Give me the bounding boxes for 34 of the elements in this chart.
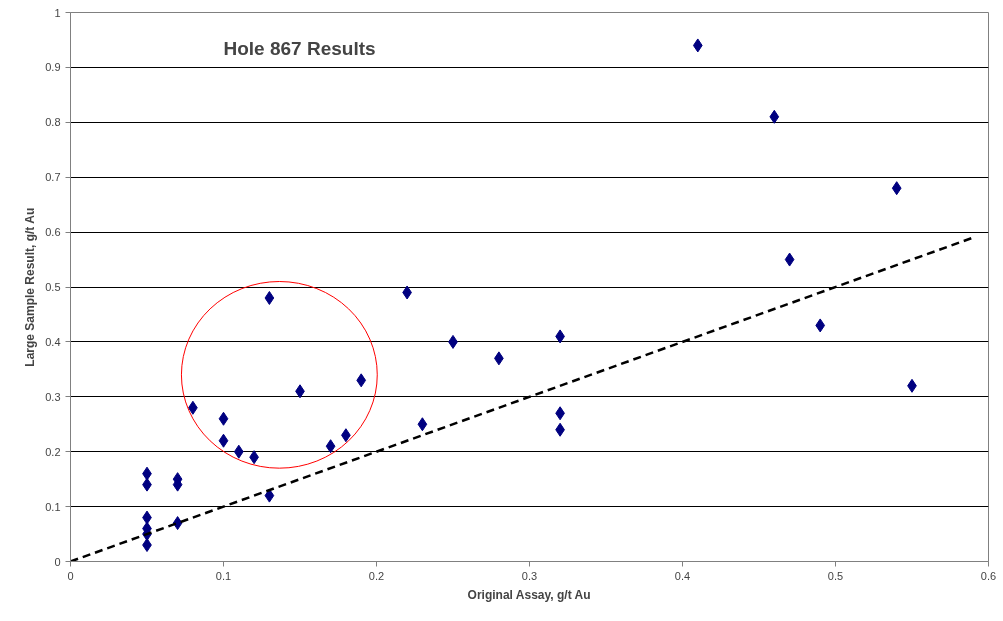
y-tick-label: 0.4: [45, 335, 61, 348]
point: [692, 38, 703, 53]
point: [769, 109, 780, 124]
y-tick-label: 0.5: [45, 281, 61, 293]
x-axis-title: Original Assay, g/t Au: [467, 587, 591, 602]
x-tick-label: 0.5: [827, 569, 844, 582]
y-tick-label: 0.1: [45, 500, 61, 513]
x-tick-label: 0.6: [980, 569, 997, 582]
x-tick-label: 0.3: [521, 569, 538, 582]
y-tick-label: 0.9: [45, 61, 61, 74]
point: [417, 417, 428, 432]
y-tick-label: 0.8: [45, 116, 61, 129]
point: [815, 318, 826, 333]
y-tick-label: 0.6: [45, 226, 61, 239]
y-axis-title: Large Sample Result, g/t Au: [23, 207, 38, 367]
y-tick-label: 0.2: [45, 445, 61, 458]
x-tick-label: 0.2: [368, 569, 385, 582]
point: [218, 433, 229, 448]
x-tick-label: 0.4: [674, 569, 691, 582]
point: [325, 439, 336, 454]
point: [784, 252, 795, 267]
point: [172, 516, 183, 531]
y-tick-label: 1: [54, 6, 61, 19]
point: [233, 444, 244, 459]
y-tick-label: 0.7: [45, 171, 61, 184]
text: Hole 867 Results: [223, 37, 376, 59]
point: [891, 181, 902, 196]
x-tick-label: 0.1: [215, 569, 232, 582]
point: [356, 373, 367, 388]
y-tick-label: 0: [54, 555, 61, 568]
point: [264, 290, 275, 305]
point: [218, 411, 229, 426]
y-tick-label: 0.3: [45, 390, 61, 403]
x-tick-label: 0: [67, 569, 74, 582]
